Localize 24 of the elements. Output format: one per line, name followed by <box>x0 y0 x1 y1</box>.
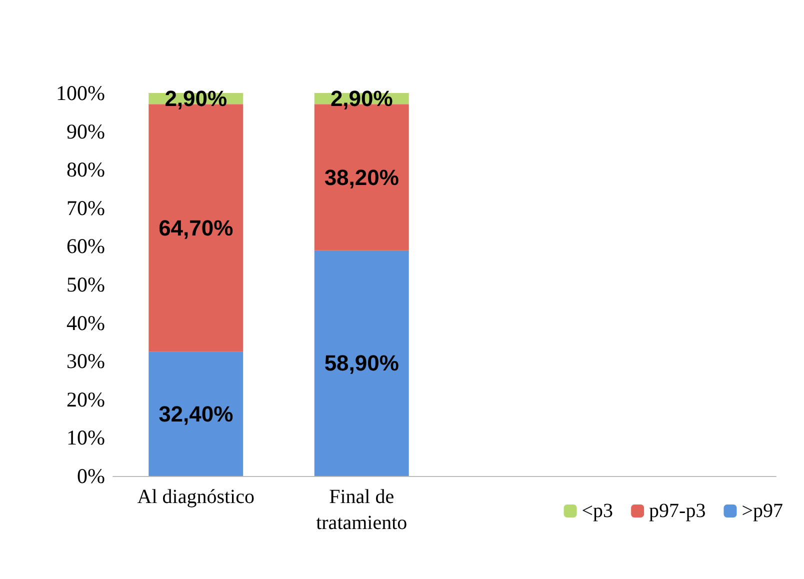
legend-label: >p97 <box>742 500 783 522</box>
x-tick-label: Al diagnóstico <box>137 486 254 508</box>
data-label: 2,90% <box>330 86 393 112</box>
y-tick-label: 80% <box>66 158 105 182</box>
y-tick-label: 40% <box>66 310 105 335</box>
data-label: 2,90% <box>164 86 228 112</box>
y-tick-label: 0% <box>77 464 105 488</box>
data-label: 64,70% <box>158 216 234 241</box>
data-label: 38,20% <box>324 164 399 190</box>
data-label: 58,90% <box>324 350 399 376</box>
y-tick-label: 70% <box>66 196 105 220</box>
y-tick-label: 100% <box>56 81 105 105</box>
data-label: 32,40% <box>158 401 234 426</box>
y-tick-label: 20% <box>66 387 105 412</box>
y-tick-label: 50% <box>66 272 105 296</box>
y-tick-label: 90% <box>66 119 105 144</box>
legend-label: p97-p3 <box>649 500 706 522</box>
y-tick-label: 60% <box>66 234 105 258</box>
bar <box>314 250 409 476</box>
x-tick-label: Final de tratamiento <box>316 486 408 534</box>
bar <box>148 352 244 476</box>
legend-label: <p3 <box>582 500 614 522</box>
y-tick-label: 30% <box>66 349 105 374</box>
y-tick-label: 10% <box>66 426 105 450</box>
